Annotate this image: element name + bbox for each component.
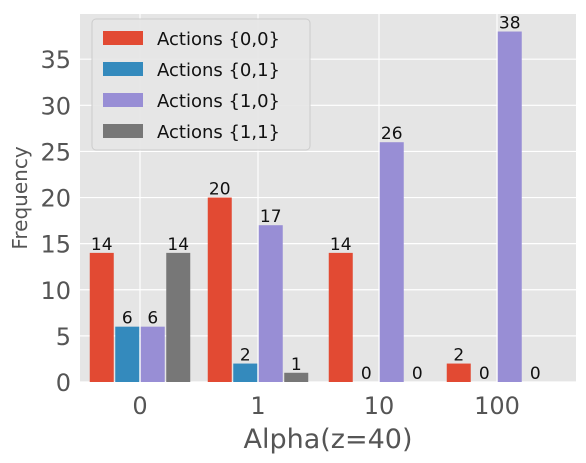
x-tick-label-1: 1: [250, 392, 265, 420]
bar-cat2-series2: [379, 142, 404, 382]
legend-swatch-0: [103, 31, 143, 45]
legend-swatch-2: [103, 93, 143, 107]
data-label-cat1-series0: 20: [209, 180, 231, 200]
data-label-cat2-series0: 14: [330, 235, 352, 255]
bar-cat0-series2: [140, 326, 165, 382]
data-label-cat3-series2: 38: [499, 14, 521, 34]
bar-cat3-series2: [497, 31, 522, 383]
y-tick-label-1: 5: [56, 323, 71, 351]
data-label-cat1-series2: 17: [260, 207, 282, 227]
data-label-cat0-series1: 6: [122, 309, 133, 329]
data-label-cat2-series1: 0: [361, 364, 372, 384]
data-label-cat2-series2: 26: [381, 124, 403, 144]
y-tick-label-6: 30: [40, 92, 71, 120]
y-tick-label-7: 35: [40, 46, 71, 74]
x-tick-label-2: 10: [364, 392, 395, 420]
data-label-cat3-series0: 2: [453, 346, 464, 366]
data-label-cat0-series2: 6: [147, 309, 158, 329]
y-tick-label-0: 0: [56, 369, 71, 397]
x-axis-label: Alpha(z=40): [244, 424, 413, 455]
bar-cat1-series1: [233, 363, 258, 382]
data-label-cat1-series3: 1: [291, 355, 302, 375]
bar-cat0-series3: [166, 252, 191, 382]
y-axis-label: Frequency: [8, 146, 32, 249]
y-tick-label-5: 25: [40, 138, 71, 166]
bar-cat1-series3: [284, 372, 309, 382]
data-label-cat3-series3: 0: [530, 364, 541, 384]
x-tick-label-3: 100: [474, 392, 520, 420]
legend: Actions {0,0} Actions {0,1} Actions {1,0} A…: [91, 18, 311, 151]
legend-label-2: Actions {1,0}: [157, 91, 280, 112]
bar-cat2-series0: [328, 252, 353, 382]
data-label-cat1-series1: 2: [240, 346, 251, 366]
legend-swatch-3: [103, 124, 143, 138]
bar-cat3-series0: [446, 363, 471, 382]
legend-label-0: Actions {0,0}: [157, 29, 280, 50]
legend-box: [91, 18, 311, 151]
legend-label-3: Actions {1,1}: [157, 122, 280, 143]
data-label-cat0-series3: 14: [167, 235, 189, 255]
bars-group: [89, 31, 522, 383]
x-axis-ticks: 0 1 10 100: [132, 392, 520, 420]
x-tick-label-0: 0: [132, 392, 147, 420]
legend-swatch-1: [103, 62, 143, 76]
legend-label-1: Actions {0,1}: [157, 60, 280, 81]
data-label-cat3-series1: 0: [479, 364, 490, 384]
data-label-cat2-series3: 0: [412, 364, 423, 384]
bar-cat0-series1: [115, 326, 140, 382]
bar-cat0-series0: [89, 252, 114, 382]
y-tick-label-2: 10: [40, 277, 71, 305]
y-axis-ticks: 0 5 10 15 20 25 30 35: [40, 46, 71, 397]
y-tick-label-4: 20: [40, 185, 71, 213]
bar-cat1-series0: [207, 197, 232, 382]
bar-cat1-series2: [258, 225, 283, 382]
data-label-cat0-series0: 14: [91, 235, 113, 255]
y-tick-label-3: 15: [40, 231, 71, 259]
